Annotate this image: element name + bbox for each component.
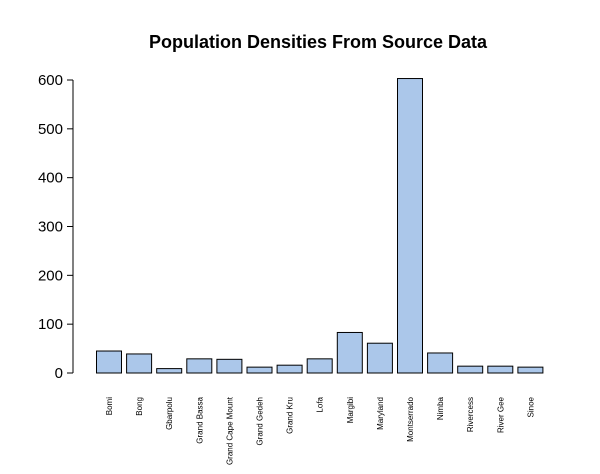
bar-maryland [366,342,393,374]
x-tick-label: Nimba [436,396,445,420]
chart-title: Population Densities From Source Data [149,32,488,52]
y-axis: 0 100 200 300 400 500 600 [38,72,74,382]
y-tick-label: 500 [38,121,63,138]
x-tick-label: Bomi [105,397,114,415]
x-tick-labels: Bomi Bong Gbarpolu Grand Bassa Grand Cape Mo… [105,396,535,465]
y-tick-label: 0 [55,365,63,382]
bar-gbarpolu [156,368,183,374]
x-tick-label: Montserrado [406,396,415,441]
x-tick-label: Lofa [316,396,325,412]
x-tick-label: Grand Cape Mount [225,396,234,465]
bar-grand-cape-mount [216,358,243,374]
x-tick-label: River Gee [496,396,505,433]
bar-river-gee [487,365,514,374]
y-tick-label: 200 [38,267,63,284]
bars-group [96,78,544,374]
x-tick-label: Bong [135,397,144,416]
y-tick-label: 300 [38,219,63,236]
bar-nimba [427,352,454,374]
bar-grand-gedeh [246,366,273,374]
x-tick-label: Gbarpolu [165,397,174,430]
bar-lofa [306,358,333,374]
bar-margibi [336,331,363,374]
bar-rivercess [457,365,484,374]
bar-montserrado [397,78,423,374]
bar-bomi [96,350,122,374]
x-tick-label: Maryland [376,397,385,430]
x-tick-label: Grand Gedeh [256,397,265,445]
bar-bong [126,353,153,374]
x-tick-label: Grand Kru [286,397,295,434]
x-tick-label: Margibi [346,397,355,423]
x-tick-label: Rivercess [466,397,475,432]
x-tick-label: Sinoe [526,396,535,417]
y-tick-label: 600 [38,72,63,89]
bar-grand-bassa [186,358,213,374]
x-tick-label: Grand Bassa [195,396,204,443]
bar-sinoe [517,366,544,374]
y-tick-label: 100 [38,316,63,333]
y-tick-label: 400 [38,170,63,187]
bar-grand-kru [276,364,303,374]
